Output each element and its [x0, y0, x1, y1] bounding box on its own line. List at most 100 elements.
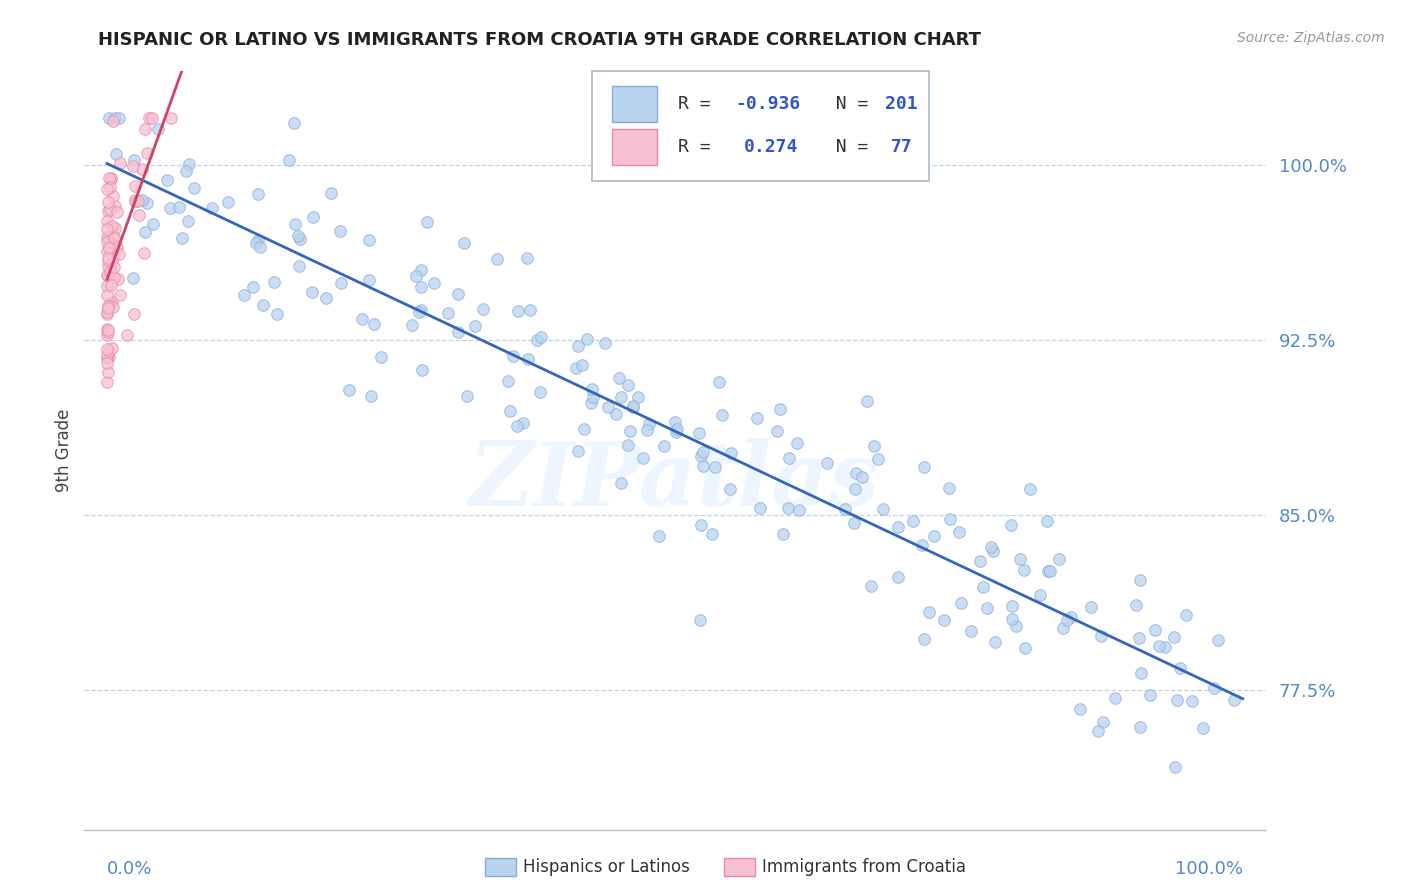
Point [329, 224, 352, 238]
Point [363, 317, 385, 331]
Point [912, 459, 935, 474]
Point [718, 482, 741, 496]
Point [868, 452, 890, 467]
Point [720, 446, 742, 460]
Point [486, 252, 509, 266]
Point [769, 402, 792, 417]
Point [842, 516, 865, 530]
Point [98, 350, 121, 364]
Point [574, 422, 596, 436]
Point [447, 325, 470, 339]
Point [1128, 573, 1150, 587]
Point [1168, 661, 1191, 675]
Point [302, 210, 325, 224]
Text: HISPANIC OR LATINO VS IMMIGRANTS FROM CROATIA 9TH GRADE CORRELATION CHART: HISPANIC OR LATINO VS IMMIGRANTS FROM CR… [98, 31, 981, 49]
Point [856, 394, 879, 409]
Point [96, 328, 118, 343]
Point [96, 342, 118, 356]
Point [103, 260, 125, 275]
Point [96, 268, 118, 282]
Point [321, 186, 343, 201]
Point [664, 415, 686, 429]
FancyBboxPatch shape [592, 71, 929, 181]
Point [1129, 720, 1152, 734]
Point [1000, 517, 1022, 532]
Point [103, 231, 125, 245]
Point [605, 407, 627, 421]
Point [122, 159, 145, 173]
Point [593, 336, 616, 351]
Point [1090, 629, 1112, 643]
Point [301, 285, 323, 299]
Point [100, 171, 122, 186]
Point [124, 178, 146, 193]
Point [621, 401, 644, 415]
Point [665, 425, 688, 440]
Point [1143, 623, 1166, 637]
Point [108, 156, 131, 170]
Point [638, 417, 661, 432]
Point [932, 613, 955, 627]
Point [416, 214, 439, 228]
Point [1130, 665, 1153, 680]
Point [122, 271, 145, 285]
Point [315, 291, 337, 305]
Point [105, 240, 128, 254]
Point [247, 233, 270, 247]
Point [747, 411, 769, 425]
Point [496, 374, 519, 388]
Point [1001, 612, 1024, 626]
Point [134, 225, 156, 239]
Point [97, 170, 120, 185]
Point [636, 423, 658, 437]
Point [1019, 482, 1042, 496]
Point [98, 343, 121, 358]
Point [516, 251, 538, 265]
Point [703, 459, 725, 474]
Point [512, 417, 534, 431]
Point [409, 302, 432, 317]
Text: N =: N = [814, 138, 890, 156]
Point [1008, 552, 1031, 566]
Point [284, 217, 307, 231]
Point [786, 436, 808, 450]
Point [1080, 600, 1102, 615]
Point [101, 300, 124, 314]
Point [617, 438, 640, 452]
Point [97, 194, 120, 209]
Text: R =: R = [679, 138, 733, 156]
Point [96, 268, 118, 283]
Point [96, 229, 118, 244]
Point [845, 466, 868, 480]
Point [506, 304, 529, 318]
Point [263, 275, 285, 289]
Point [502, 349, 524, 363]
Text: 201: 201 [886, 95, 918, 113]
Point [233, 288, 256, 302]
Point [174, 164, 197, 178]
Point [633, 450, 655, 465]
Point [252, 298, 274, 312]
Point [242, 280, 264, 294]
Point [142, 218, 165, 232]
Point [159, 201, 181, 215]
Text: N =: N = [814, 95, 880, 113]
Point [97, 231, 120, 245]
Point [97, 325, 120, 339]
Point [526, 333, 548, 347]
Point [1104, 690, 1126, 705]
Point [169, 200, 191, 214]
Point [411, 262, 433, 277]
Text: ZIPatlas: ZIPatlas [470, 438, 880, 524]
Point [692, 445, 714, 459]
Point [910, 538, 932, 552]
Point [100, 297, 122, 311]
Point [766, 425, 789, 439]
Point [1139, 688, 1161, 702]
Point [506, 419, 529, 434]
Point [516, 352, 538, 367]
Point [97, 259, 120, 273]
Point [131, 162, 153, 177]
Point [582, 390, 605, 404]
Point [959, 624, 981, 639]
